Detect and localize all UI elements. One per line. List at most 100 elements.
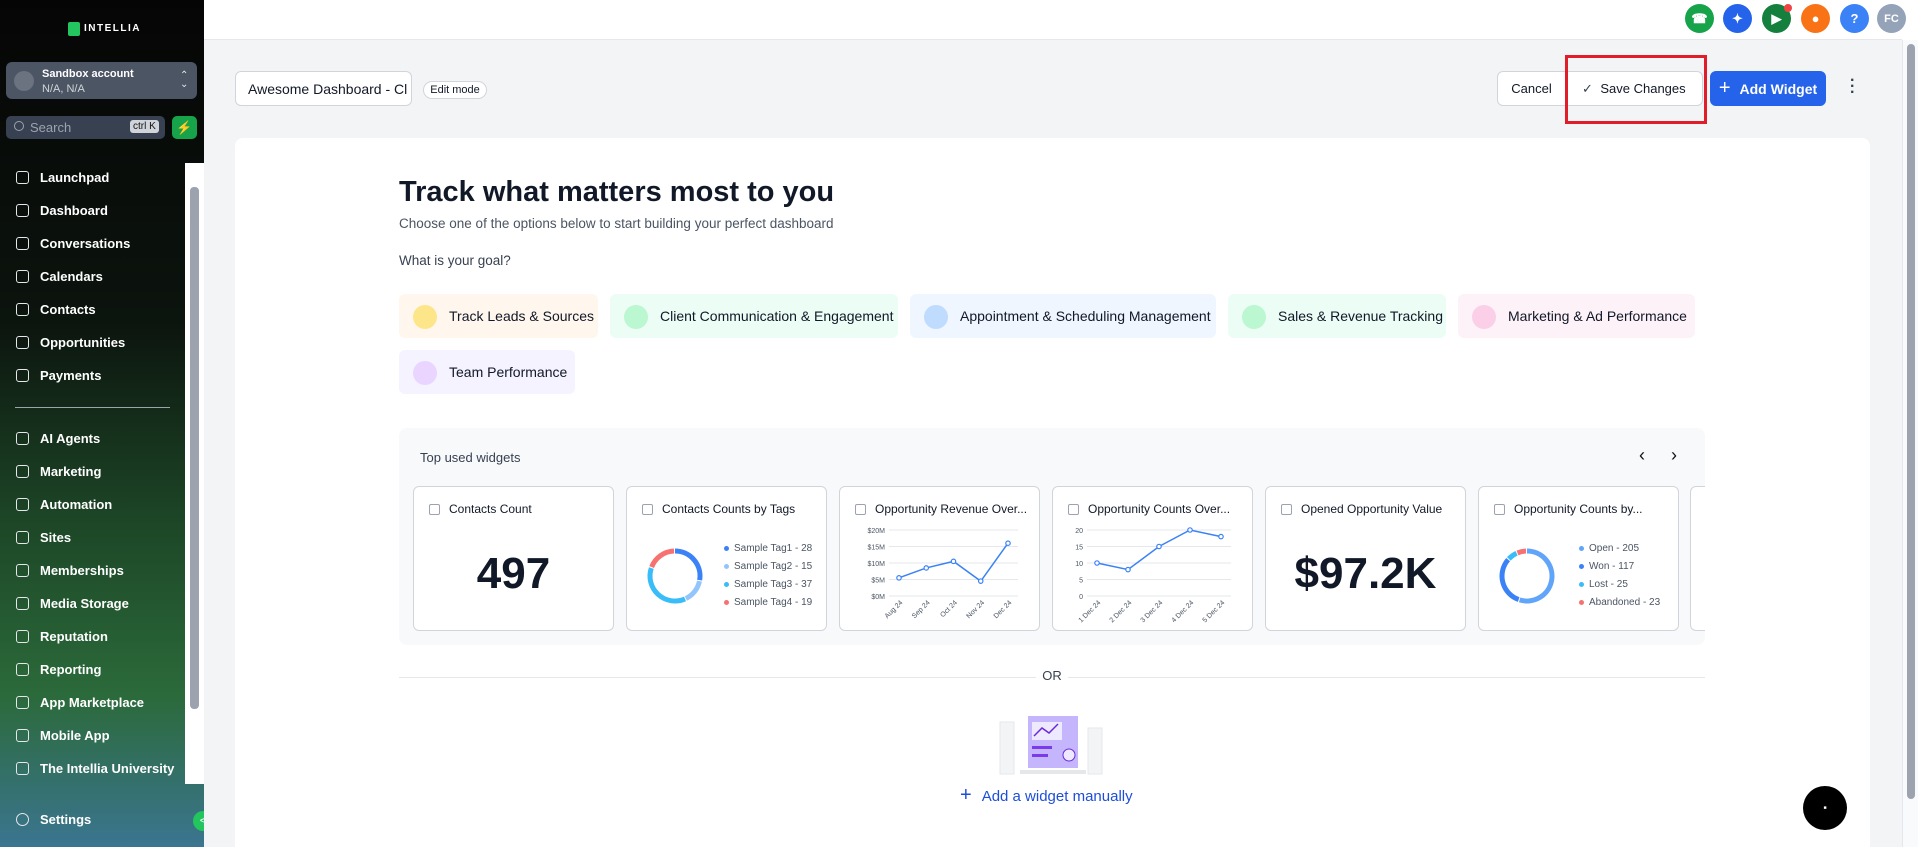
dashboard-name[interactable]: Awesome Dashboard - Cl [235,71,412,106]
y-tick-label: 15 [1075,545,1083,552]
nav-item[interactable]: Automation [40,497,113,512]
nav-item[interactable]: AI Agents [40,431,101,446]
donut-segment [684,580,702,601]
checkbox[interactable] [642,504,653,515]
x-tick-label: Sep 24 [911,599,932,620]
x-tick-label: Oct 24 [939,599,959,619]
nav-item[interactable]: App Marketplace [40,695,145,710]
nav-item[interactable]: Mobile App [40,728,110,743]
nav-icon [16,204,29,217]
account-switcher[interactable]: Sandbox account N/A, N/A ⌃ ⌄ [6,62,197,99]
goal-icon [413,305,437,329]
search-box[interactable]: Search ctrl K [6,116,165,139]
legend-label: Sample Tag4 - 19 [734,597,813,608]
checkbox[interactable] [1281,504,1292,515]
notifications-button[interactable]: ● [1801,4,1830,33]
add-manual-link[interactable]: + Add a widget manually [960,784,1133,807]
more-menu[interactable]: · · · [1850,72,1856,101]
legend-swatch [724,545,729,551]
search-icon [14,121,24,131]
y-tick-label: $20M [867,528,885,535]
goal-chip[interactable]: Sales & Revenue Tracking [1228,294,1446,338]
donut-segment [1506,551,1518,561]
next-button[interactable]: › [1671,445,1677,465]
widget-title: Opportunity Revenue Over... [875,502,1028,516]
nav-item[interactable]: Payments [40,368,102,383]
plus-icon: + [1718,77,1731,99]
goal-chip[interactable]: Client Communication & Engagement [610,294,898,338]
account-name: Sandbox account [42,68,134,80]
widget-card[interactable]: Contacts Counts by Tags Sample Tag1 - 28 S… [626,486,827,631]
goal-label: Sales & Revenue Tracking [1278,308,1443,324]
legend-swatch [1579,599,1584,605]
nav-icon [16,270,29,283]
or-label: OR [1036,668,1068,683]
nav-item[interactable]: Calendars [40,269,103,284]
avatar[interactable]: FC [1877,4,1906,33]
widget-card[interactable]: Opportunity Counts by... Open - 205 Won - … [1478,486,1679,631]
nav-item[interactable]: Reporting [40,662,102,677]
nav-item[interactable]: Sites [40,530,72,545]
y-tick-label: $15M [867,545,885,552]
checkbox[interactable] [1494,504,1505,515]
checkbox[interactable] [855,504,866,515]
widget-card[interactable]: Contacts Count 497 [413,486,614,631]
goal-chip[interactable]: Marketing & Ad Performance [1458,294,1695,338]
nav-item[interactable]: Launchpad [40,170,110,185]
chat-button[interactable]: ■ [1803,786,1847,830]
y-tick-label: 5 [1079,578,1083,585]
nav-icon [16,465,29,478]
legend-swatch [1579,581,1584,587]
goal-question: What is your goal? [399,253,511,268]
cancel-button[interactable]: Cancel [1497,71,1566,106]
goal-icon [624,305,648,329]
illustration [999,716,1103,775]
nav-item[interactable]: Dashboard [40,203,108,218]
nav-icon [16,369,29,382]
ai-button[interactable]: ✦ [1723,4,1752,33]
widget-title: Opportunity Counts Over... [1088,502,1231,516]
help-button[interactable]: ? [1840,4,1869,33]
legend-swatch [724,581,729,587]
page-scrollbar [1902,40,1918,847]
quick-action[interactable]: ⚡ [172,116,197,139]
widget-card[interactable]: Opened Opportunity Value $97.2K [1265,486,1466,631]
badge [1784,4,1792,12]
checkbox[interactable] [429,504,440,515]
nav-item[interactable]: The Intellia University [40,761,175,776]
nav-icon [16,762,29,775]
goal-chip[interactable]: Track Leads & Sources [399,294,598,338]
nav-item[interactable]: Conversations [40,236,131,251]
nav-item[interactable]: Contacts [40,302,96,317]
legend-label: Lost - 25 [1589,579,1628,590]
goal-chip[interactable]: Team Performance [399,350,575,394]
nav-item[interactable]: Marketing [40,464,102,479]
nav-icon [16,597,29,610]
legend-label: Sample Tag3 - 37 [734,579,813,590]
point [896,575,902,581]
x-tick-label: 2 Dec 24 [1109,599,1134,624]
save-label: Save Changes [1600,81,1686,96]
widget-card[interactable]: Opportunity Revenue Over... $0M $5M $10M $15… [839,486,1040,631]
nav-item[interactable]: Opportunities [40,335,126,350]
add-widget-button[interactable]: + Add Widget [1710,71,1826,106]
donut-segment [1516,548,1527,556]
point [1156,543,1162,550]
widget-card[interactable]: Opportunity Counts Over... 0 5 10 15 20 1 Dec … [1052,486,1253,631]
legend-label: Open - 205 [1589,543,1640,554]
prev-button[interactable]: ‹ [1639,445,1645,465]
nav-item[interactable]: Media Storage [40,596,129,611]
nav-item[interactable]: Reputation [40,629,108,644]
nav-icon [16,498,29,511]
nav-icon [16,336,29,349]
widget-card[interactable] [1690,486,1705,631]
add-label: Add Widget [1739,80,1818,97]
checkbox[interactable] [1068,504,1079,515]
phone-button[interactable]: ☎ [1685,4,1714,33]
nav-item[interactable]: Settings [40,812,92,827]
goal-chip[interactable]: Appointment & Scheduling Management [910,294,1216,338]
widget-title: Opportunity Counts by... [1514,502,1643,516]
legend-item: Sample Tag3 - 37 [724,579,812,590]
nav-item[interactable]: Memberships [40,563,124,578]
